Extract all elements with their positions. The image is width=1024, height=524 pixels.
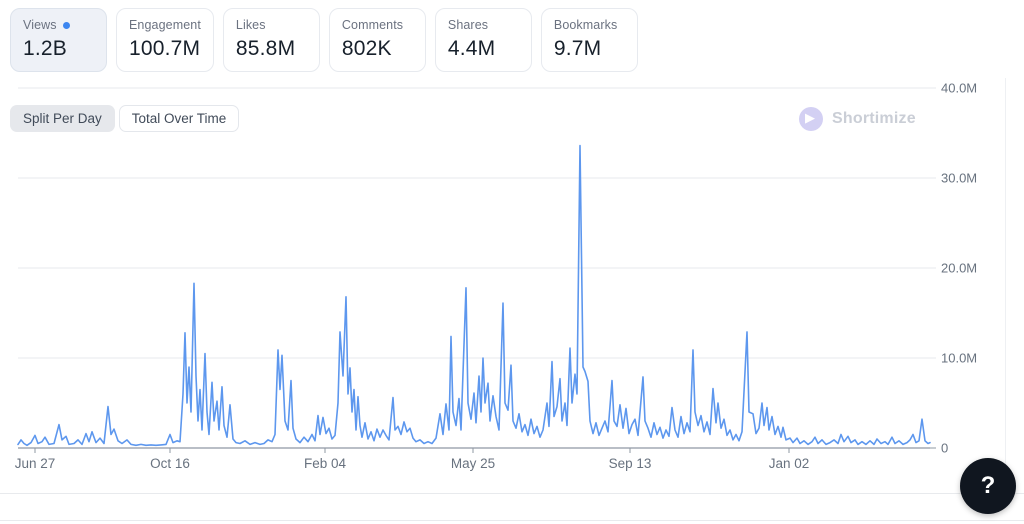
metric-card-shares[interactable]: Shares 4.4M — [434, 8, 532, 72]
x-axis-label: May 25 — [451, 456, 495, 471]
metric-cards-row: Views 1.2B Engagement 100.7M Likes 85.8M… — [10, 8, 638, 72]
metric-value: 85.8M — [235, 37, 296, 60]
metric-label: Shares — [447, 18, 489, 32]
shortimize-watermark: ▶ Shortimize — [799, 107, 916, 131]
metric-card-likes[interactable]: Likes 85.8M — [222, 8, 320, 72]
y-axis-label: 10.0M — [941, 351, 977, 366]
metric-label: Comments — [341, 18, 404, 32]
metric-value: 1.2B — [23, 37, 67, 60]
y-axis-label: 40.0M — [941, 81, 977, 96]
metric-label: Likes — [235, 18, 266, 32]
chart-canvas[interactable]: 0 10.0M 20.0M 30.0M 40.0M Jun 27 Oct 16 Feb 04 M… — [0, 70, 1024, 480]
metric-label: Engagement — [129, 18, 201, 32]
y-axis-label: 30.0M — [941, 171, 977, 186]
metric-label: Bookmarks — [553, 18, 618, 32]
shortimize-logo-icon: ▶ — [799, 107, 823, 131]
page-bottom-border — [0, 520, 1024, 521]
metric-value: 4.4M — [447, 37, 496, 60]
footer-divider — [0, 493, 1024, 494]
chart-mode-toggle-group: Split Per Day Total Over Time — [10, 105, 240, 132]
metric-value: 9.7M — [553, 37, 602, 60]
panel-right-border — [1005, 78, 1006, 493]
shortimize-brand-text: Shortimize — [832, 110, 916, 127]
metric-card-comments[interactable]: Comments 802K — [328, 8, 426, 72]
toggle-total-over-time[interactable]: Total Over Time — [118, 105, 240, 132]
x-axis-label: Feb 04 — [304, 456, 347, 471]
views-per-day-chart[interactable]: 0 10.0M 20.0M 30.0M 40.0M Jun 27 Oct 16 Feb 04 M… — [0, 70, 1024, 480]
y-axis-label: 0 — [941, 441, 948, 456]
x-axis-label: Sep 13 — [609, 456, 652, 471]
metric-label: Views — [23, 18, 57, 32]
y-axis-label: 20.0M — [941, 261, 977, 276]
x-axis-label: Jan 02 — [769, 456, 810, 471]
x-axis-label: Oct 16 — [150, 456, 190, 471]
views-series-line — [17, 144, 931, 447]
x-axis-label: Jun 27 — [15, 456, 56, 471]
metric-value: 100.7M — [129, 37, 201, 60]
metric-value: 802K — [341, 37, 392, 60]
toggle-split-per-day[interactable]: Split Per Day — [10, 105, 115, 132]
metric-card-views[interactable]: Views 1.2B — [10, 8, 107, 72]
metric-card-bookmarks[interactable]: Bookmarks 9.7M — [540, 8, 638, 72]
metric-card-engagement[interactable]: Engagement 100.7M — [116, 8, 214, 72]
help-button[interactable]: ? — [960, 458, 1016, 514]
selected-metric-dot-icon — [62, 21, 70, 29]
